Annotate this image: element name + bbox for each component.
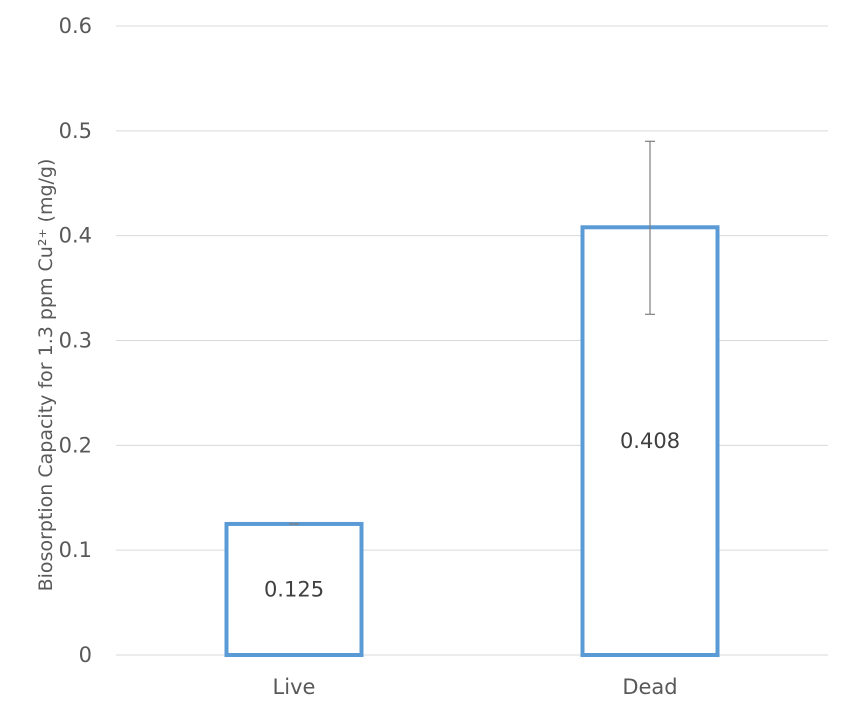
y-tick-label: 0.4 [59,224,92,248]
y-tick-label: 0.1 [59,538,92,562]
bar-live [224,521,364,657]
x-axis-categories: Live Dead [273,675,678,699]
category-label-dead: Dead [622,675,677,699]
data-label-dead: 0.408 [620,429,680,453]
data-labels: 0.125 0.408 [264,429,680,601]
gridlines [116,25,828,656]
category-label-live: Live [273,675,316,699]
y-tick-label: 0.5 [59,119,92,143]
y-tick-label: 0 [79,643,92,667]
y-tick-label: 0.6 [59,14,92,38]
data-label-live: 0.125 [264,577,324,601]
y-axis-ticks: 0 0.1 0.2 0.3 0.4 0.5 0.6 [59,14,92,667]
error-bar-dead [645,140,655,315]
y-axis-title: Biosorption Capacity for 1.3 ppm Cu²⁺ (m… [35,159,57,592]
y-tick-label: 0.3 [59,329,92,353]
y-tick-label: 0.2 [59,433,92,457]
error-bars [289,140,655,525]
